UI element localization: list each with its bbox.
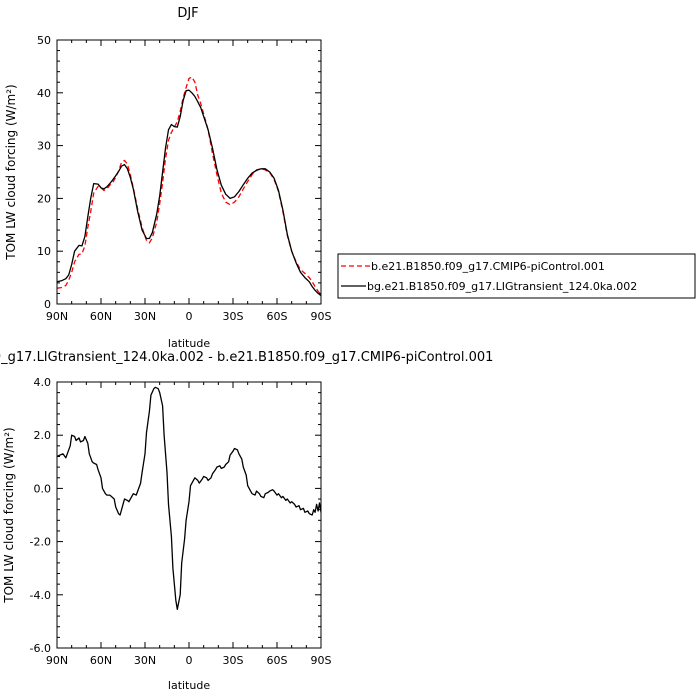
top-x-tick-label: 60S (267, 310, 288, 323)
legend-label-control: b.e21.B1850.f09_g17.CMIP6-piControl.001 (371, 260, 605, 273)
bottom-plot-frame (56, 381, 322, 649)
top-x-tick-label: 90S (311, 310, 332, 323)
bottom-x-tick-label: 0 (186, 654, 193, 667)
top-x-tick-label: 30N (134, 310, 156, 323)
bottom-y-tick-label: -2.0 (30, 536, 51, 549)
bottom-x-axis-label: latitude (168, 679, 210, 692)
top-series-line-1 (56, 89, 322, 297)
top-y-tick-label: 50 (37, 34, 51, 47)
bottom-axis-ticks (56, 381, 322, 649)
bottom-x-tick-label: 30N (134, 654, 156, 667)
bottom-x-tick-label: 30S (223, 654, 244, 667)
top-x-axis-label: latitude (168, 337, 210, 350)
legend-label-lig: bg.e21.B1850.f09_g17.LIGtransient_124.0k… (367, 280, 637, 293)
top-x-tick-label: 0 (186, 310, 193, 323)
bottom-x-tick-label: 90S (311, 654, 332, 667)
bottom-y-axis-label: TOM LW cloud forcing (W/m²) (2, 427, 16, 604)
top-y-tick-label: 40 (37, 87, 51, 100)
top-y-axis-label: TOM LW cloud forcing (W/m²) (4, 84, 18, 261)
bottom-x-tick-label: 60S (267, 654, 288, 667)
top-y-tick-label: 0 (44, 298, 51, 311)
bottom-y-tick-label: 0.0 (34, 482, 52, 495)
bottom-series-group (56, 386, 322, 611)
top-x-tick-label: 30S (223, 310, 244, 323)
top-plot-frame (56, 39, 322, 305)
top-y-tick-label: 20 (37, 192, 51, 205)
bottom-x-tick-label: 60N (90, 654, 112, 667)
legend: b.e21.B1850.f09_g17.CMIP6-piControl.001 … (337, 253, 696, 299)
top-y-tick-label: 10 (37, 245, 51, 258)
bottom-tick-labels: 90N 60N 30N 0 30S 60S 90S -6.0 -4.0 -2.0 0.0 2.0 4.0 (30, 376, 332, 667)
bottom-series-line-0 (56, 386, 322, 611)
top-x-tick-label: 90N (46, 310, 68, 323)
bottom-y-tick-label: -6.0 (30, 642, 51, 655)
legend-box (337, 253, 696, 299)
bottom-y-tick-label: 4.0 (34, 376, 52, 389)
top-series-group (56, 76, 322, 297)
bottom-x-tick-label: 90N (46, 654, 68, 667)
bottom-y-tick-label: -4.0 (30, 589, 51, 602)
bottom-y-tick-label: 2.0 (34, 429, 52, 442)
top-series-line-0 (56, 76, 322, 295)
top-x-tick-label: 60N (90, 310, 112, 323)
top-chart-title: DJF (177, 6, 198, 21)
top-y-tick-label: 30 (37, 140, 51, 153)
bottom-chart-title: bg.e21.B1850.f09_g17.LIGtransient_124.0k… (0, 350, 493, 365)
top-tick-labels: 90N 60N 30N 0 30S 60S 90S 0 10 20 30 40 50 (37, 34, 332, 323)
